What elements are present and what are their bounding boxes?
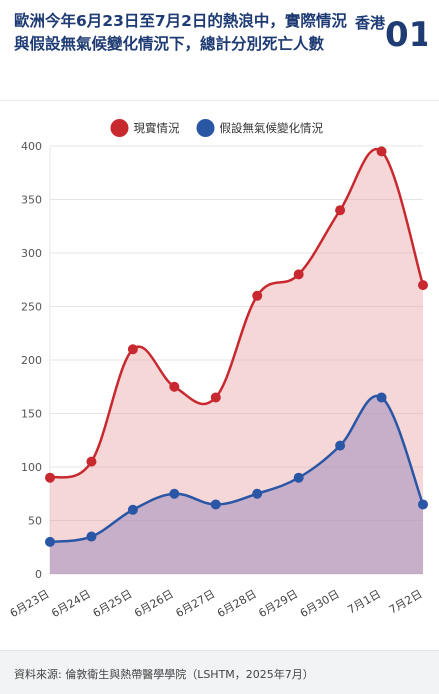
data-point-actual	[86, 456, 97, 467]
x-tick-label: 6月25日	[91, 587, 135, 620]
x-tick-label: 6月28日	[215, 587, 259, 620]
y-tick-label: 150	[21, 408, 42, 421]
legend-marker	[110, 119, 129, 137]
y-tick-label: 100	[21, 461, 42, 474]
data-point-actual	[293, 269, 304, 280]
chart-area: 0 50 100 150 200 250 300 350 400 6月23日 6月24日 6月25日 6…	[0, 110, 439, 630]
data-point-actual	[210, 392, 221, 403]
hk01-logo: 香港 01	[355, 14, 427, 50]
data-point-actual	[45, 472, 55, 483]
data-point-actual	[252, 290, 263, 301]
data-point-hypothetical	[86, 531, 97, 542]
legend-label: 假設無氣候變化情況	[220, 121, 324, 135]
y-tick-label: 350	[21, 194, 42, 207]
area-chart: 0501001502002503003504006月23日6月24日6月25日6…	[8, 119, 428, 620]
data-point-hypothetical	[127, 504, 138, 515]
y-tick-label: 50	[28, 515, 42, 528]
x-tick-label: 6月29日	[256, 587, 300, 620]
x-tick-label: 7月1日	[345, 587, 383, 616]
y-tick-label: 400	[21, 140, 42, 153]
x-tick-label: 6月26日	[132, 587, 176, 620]
x-tick-label: 6月27日	[174, 587, 218, 620]
header: 歐洲今年6月23日至7月2日的熱浪中，實際情況與假設無氣候變化情況下，總計分別死…	[0, 0, 439, 88]
chart-title: 歐洲今年6月23日至7月2日的熱浪中，實際情況與假設無氣候變化情況下，總計分別死…	[14, 12, 347, 53]
data-point-hypothetical	[210, 499, 221, 510]
series-area-hypothetical	[50, 395, 423, 574]
data-point-hypothetical	[418, 499, 428, 510]
data-point-actual	[418, 280, 428, 291]
data-point-hypothetical	[293, 472, 304, 483]
x-tick-label: 6月30日	[298, 587, 342, 620]
source-note: 資料來源: 倫敦衛生與熱帶醫學學院（LSHTM，2025年7月）	[14, 668, 314, 681]
x-tick-label: 7月2日	[387, 587, 425, 616]
series-line-hypothetical	[49, 394, 425, 544]
y-tick-label: 250	[21, 301, 42, 314]
data-point-actual	[376, 146, 387, 157]
data-point-actual	[169, 381, 180, 392]
data-point-actual	[335, 205, 346, 216]
series-line-actual	[49, 147, 425, 479]
data-point-hypothetical	[335, 440, 346, 451]
data-point-hypothetical	[252, 488, 263, 499]
x-tick-label: 6月23日	[8, 587, 52, 620]
footer: 資料來源: 倫敦衛生與熱帶醫學學院（LSHTM，2025年7月）	[0, 650, 439, 694]
legend-label: 現實情況	[134, 121, 180, 135]
x-tick-label: 6月24日	[49, 587, 93, 620]
data-point-hypothetical	[376, 392, 387, 403]
y-tick-label: 200	[21, 354, 42, 367]
logo-text: 香港	[355, 14, 386, 32]
y-tick-label: 0	[35, 568, 42, 581]
data-point-actual	[127, 344, 138, 355]
y-tick-label: 300	[21, 247, 42, 260]
logo-mark: 01	[385, 15, 427, 50]
data-point-hypothetical	[45, 536, 55, 547]
header-divider	[0, 100, 439, 101]
legend-marker	[196, 119, 215, 137]
data-point-hypothetical	[169, 488, 180, 499]
